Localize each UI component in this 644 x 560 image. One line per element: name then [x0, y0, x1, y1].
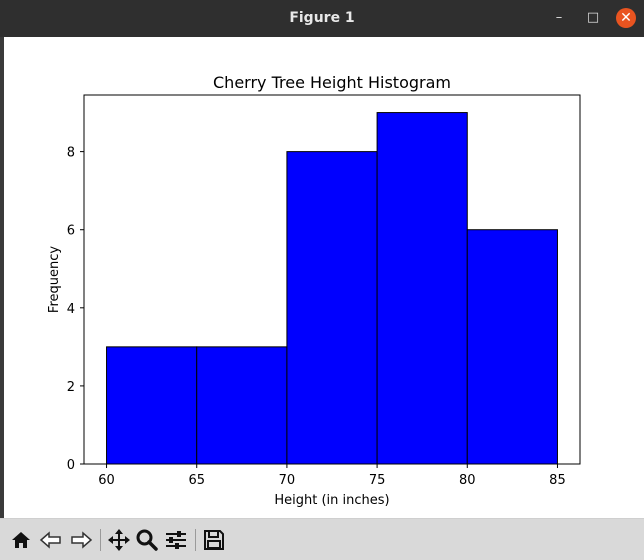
toolbar-separator — [195, 529, 196, 551]
maximize-button[interactable]: □ — [586, 10, 600, 25]
toolbar-separator — [100, 529, 101, 551]
y-tick-label: 6 — [67, 224, 75, 239]
y-tick-label: 0 — [67, 458, 75, 473]
histogram-bar — [106, 346, 198, 465]
y-axis-label: Frequency — [47, 246, 62, 313]
x-tick-label: 60 — [98, 473, 115, 488]
x-axis-label: Height (in inches) — [274, 493, 389, 508]
x-tick-label: 85 — [549, 473, 566, 488]
figure-canvas: 60 65 70 75 80 85 0 2 4 6 8 Cherry Tree Height Hi… — [4, 37, 644, 518]
y-tick-label: 8 — [67, 146, 75, 161]
window-title: Figure 1 — [289, 10, 355, 26]
y-tick-label: 2 — [67, 380, 75, 395]
histogram-bar — [466, 229, 558, 465]
close-button[interactable]: ✕ — [616, 8, 636, 28]
x-tick-label: 80 — [459, 473, 476, 488]
configure-subplots-icon[interactable] — [163, 527, 189, 553]
x-tick-label: 70 — [279, 473, 296, 488]
zoom-magnifier-icon[interactable] — [134, 527, 160, 553]
axes-frame — [83, 94, 581, 465]
histogram-bar — [286, 151, 378, 465]
histogram-chart: 60 65 70 75 80 85 0 2 4 6 8 Cherry Tree Height Hi… — [47, 73, 581, 508]
x-tick-label: 75 — [369, 473, 386, 488]
minimize-button[interactable]: – — [555, 10, 563, 25]
y-tick-label: 4 — [67, 302, 75, 317]
window-titlebar: Figure 1 – □ ✕ — [0, 0, 644, 37]
histogram-bar — [376, 112, 468, 465]
background-window-edge — [0, 37, 4, 518]
home-icon[interactable] — [8, 527, 34, 553]
navigation-toolbar — [0, 518, 644, 560]
histogram-bar — [196, 346, 288, 465]
forward-arrow-icon[interactable] — [68, 527, 94, 553]
save-floppy-icon[interactable] — [201, 527, 227, 553]
back-arrow-icon[interactable] — [38, 527, 64, 553]
pan-move-icon[interactable] — [106, 527, 132, 553]
x-tick-label: 65 — [188, 473, 205, 488]
chart-title: Cherry Tree Height Histogram — [213, 73, 451, 92]
